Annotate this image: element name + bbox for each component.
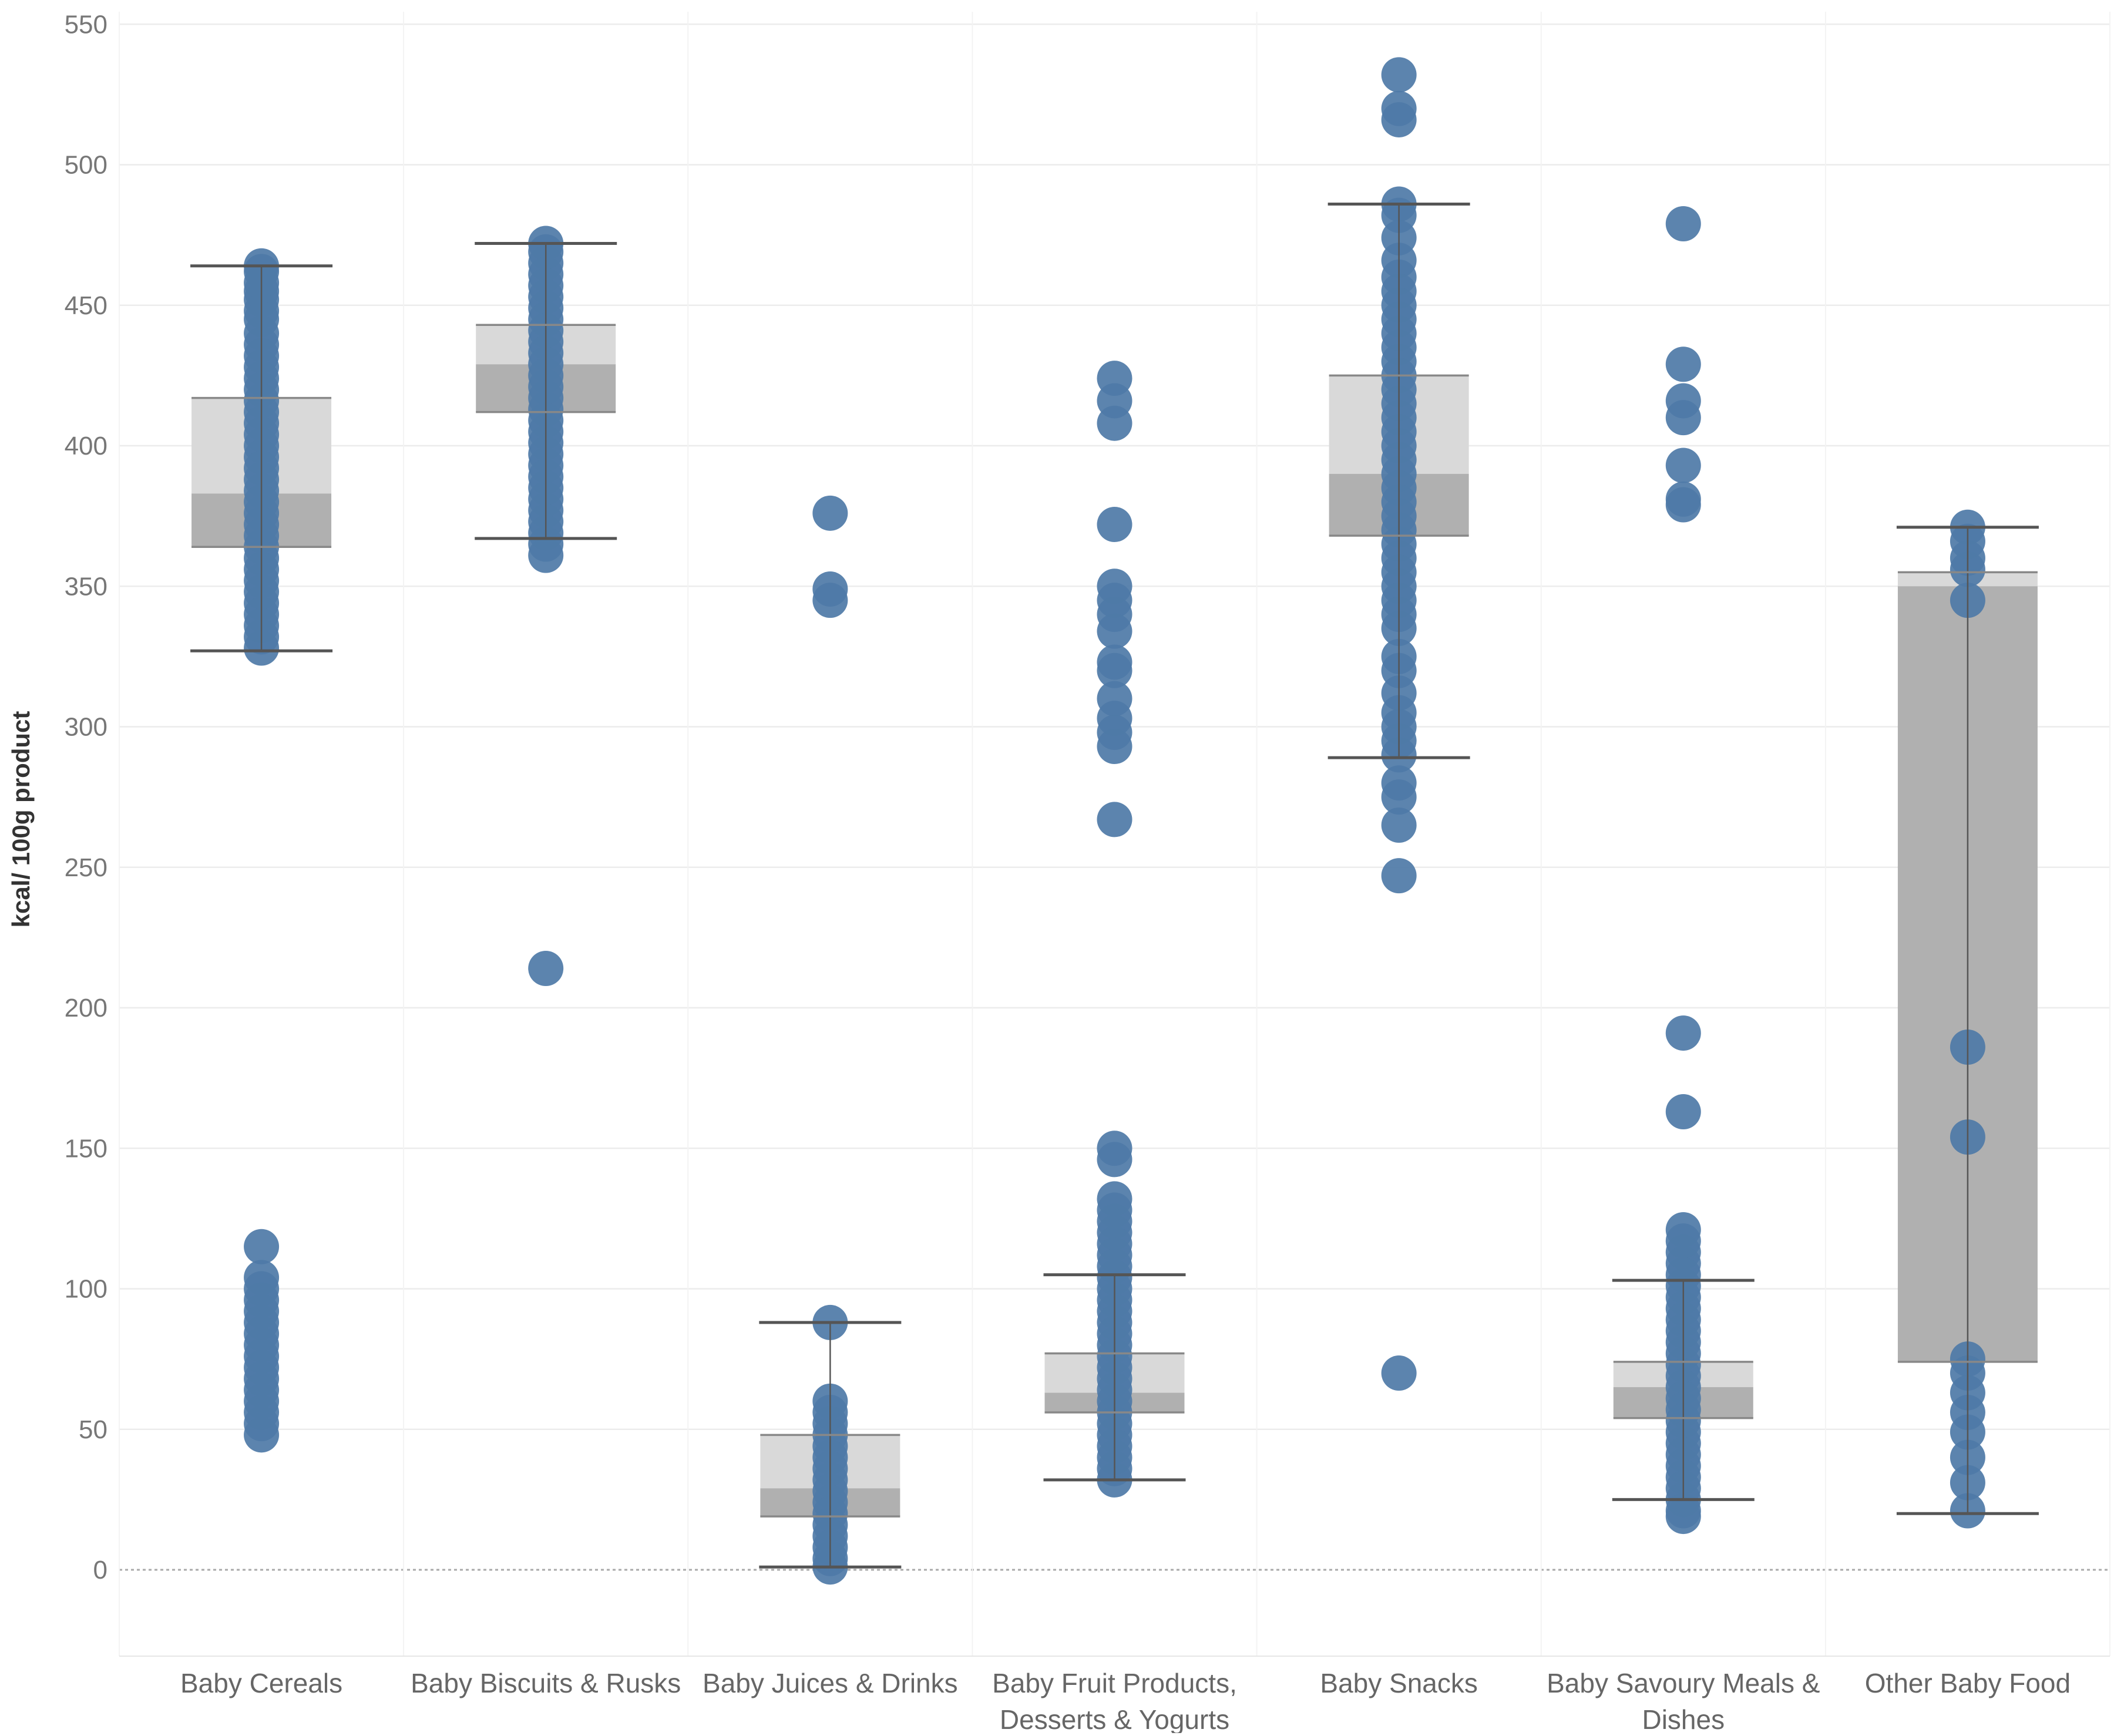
data-point xyxy=(1097,405,1132,441)
data-point xyxy=(1097,728,1132,764)
data-point xyxy=(812,495,848,531)
data-point xyxy=(244,1229,280,1264)
data-point xyxy=(1381,858,1417,894)
y-tick-label: 500 xyxy=(65,151,107,180)
y-tick-label: 400 xyxy=(65,432,107,460)
y-tick-label: 450 xyxy=(65,291,107,320)
data-point xyxy=(1097,802,1132,837)
data-point xyxy=(1381,1355,1417,1391)
data-point xyxy=(1665,448,1701,483)
x-category-label: Baby Snacks xyxy=(1320,1668,1477,1698)
data-point xyxy=(1097,652,1132,688)
data-point xyxy=(1665,206,1701,241)
y-tick-label: 200 xyxy=(65,994,107,1022)
data-point xyxy=(1381,807,1417,843)
data-point xyxy=(1381,779,1417,815)
y-axis-title: kcal/ 100g product xyxy=(7,711,35,928)
data-point xyxy=(812,583,848,618)
data-point xyxy=(1665,487,1701,523)
data-point xyxy=(528,951,564,987)
data-point xyxy=(1665,346,1701,382)
data-point xyxy=(1665,400,1701,436)
data-point xyxy=(1665,1015,1701,1051)
y-tick-label: 50 xyxy=(79,1415,107,1444)
x-category-label: Baby Savoury Meals & Dishes xyxy=(1547,1668,1820,1733)
data-point xyxy=(244,1417,280,1453)
data-point xyxy=(528,537,564,573)
y-tick-label: 150 xyxy=(65,1134,107,1163)
data-point xyxy=(1665,1094,1701,1130)
y-tick-label: 250 xyxy=(65,853,107,882)
x-category-label: Baby Juices & Drinks xyxy=(703,1668,958,1698)
x-category-label: Baby Cereals xyxy=(180,1668,342,1698)
x-category-label: Baby Fruit Products, Desserts & Yogurts xyxy=(992,1668,1237,1733)
whiskers xyxy=(190,202,2039,1569)
x-category-label: Baby Biscuits & Rusks xyxy=(411,1668,681,1698)
y-tick-label: 0 xyxy=(93,1556,107,1584)
data-point xyxy=(1665,1499,1701,1535)
data-point xyxy=(1097,1142,1132,1177)
data-point xyxy=(1097,506,1132,542)
data-point xyxy=(1381,57,1417,93)
y-tick-label: 550 xyxy=(65,10,107,39)
y-tick-label: 350 xyxy=(65,572,107,601)
data-point xyxy=(1381,102,1417,137)
x-category-label: Other Baby Food xyxy=(1865,1668,2071,1698)
data-point xyxy=(1097,613,1132,649)
y-tick-label: 300 xyxy=(65,713,107,742)
axis-labels: Baby Cereals Baby Biscuits & Rusks Baby Ju… xyxy=(180,1668,2071,1735)
y-tick-label: 100 xyxy=(65,1275,107,1304)
